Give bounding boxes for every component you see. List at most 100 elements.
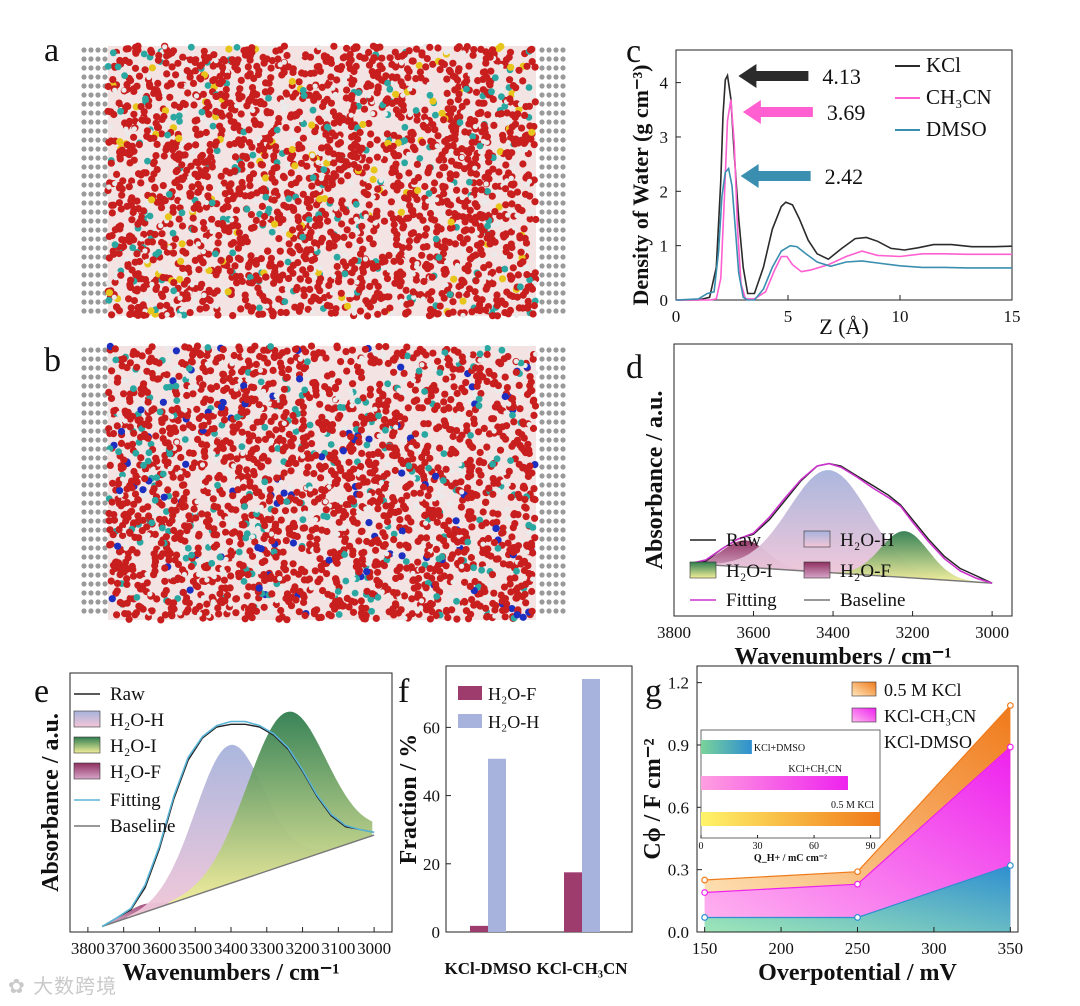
molecule-atom [517, 101, 524, 107]
molecule-atom [360, 419, 368, 427]
molecule-atom [161, 577, 169, 585]
molecule-atom [454, 96, 462, 104]
electrode-atom [553, 218, 559, 224]
electrode-atom [553, 347, 559, 353]
molecule-atom [309, 174, 317, 182]
molecule-atom [242, 153, 250, 161]
molecule-atom [390, 530, 398, 538]
molecule-atom [216, 122, 224, 130]
molecule-atom [398, 496, 406, 504]
molecule-atom [469, 51, 477, 59]
molecule-atom [442, 542, 450, 550]
electrode-atom [546, 290, 552, 296]
molecule-atom [150, 86, 159, 94]
electrode-atom [553, 110, 559, 116]
molecule-atom [263, 394, 269, 401]
molecule-atom [238, 178, 246, 187]
molecule-atom [474, 230, 480, 236]
electrode-atom [95, 227, 101, 233]
molecule-atom [227, 572, 235, 580]
molecule-atom [185, 373, 191, 379]
molecule-atom [408, 610, 416, 618]
molecule-atom [177, 610, 183, 616]
electrode-atom [102, 545, 108, 551]
molecule-atom [494, 545, 502, 552]
molecule-atom [459, 154, 465, 160]
molecule-atom [295, 108, 303, 116]
molecule-atom [281, 59, 287, 65]
molecule-atom [217, 183, 223, 189]
electrode-atom [539, 401, 545, 407]
molecule-atom [238, 443, 246, 450]
molecule-atom [197, 385, 205, 393]
molecule-atom [404, 56, 410, 62]
molecule-atom [183, 291, 191, 299]
electrode-atom [553, 572, 559, 578]
molecule-atom [506, 48, 515, 56]
molecule-atom [198, 510, 206, 518]
molecule-atom [424, 492, 432, 500]
molecule-atom [292, 596, 300, 604]
molecule-atom [158, 230, 166, 238]
molecule-atom [241, 233, 249, 241]
molecule-atom [160, 493, 168, 501]
molecule-atom [169, 204, 177, 212]
molecule-atom [264, 457, 272, 465]
molecule-atom [162, 44, 168, 50]
molecule-atom [323, 159, 331, 167]
molecule-atom [496, 148, 504, 156]
molecule-atom [183, 143, 191, 151]
molecule-atom [327, 309, 335, 317]
molecule-atom [416, 68, 424, 76]
molecule-atom [415, 61, 423, 70]
molecule-atom [350, 67, 358, 76]
electrode-atom [88, 101, 94, 107]
molecule-atom [448, 148, 455, 154]
electrode-atom [81, 200, 87, 206]
molecule-atom [436, 66, 444, 74]
electrode-atom [560, 572, 566, 578]
electrode-atom [95, 83, 101, 89]
molecule-atom [139, 285, 148, 293]
molecule-atom [354, 279, 360, 285]
molecule-atom [144, 238, 152, 246]
molecule-atom [220, 416, 229, 424]
electrode-atom [102, 356, 108, 362]
molecule-atom [504, 539, 512, 547]
electrode-atom [539, 74, 545, 80]
molecule-atom [311, 222, 319, 230]
molecule-atom [268, 307, 276, 315]
molecule-atom [186, 73, 194, 81]
molecule-atom [235, 464, 243, 472]
molecule-atom [148, 196, 156, 204]
molecule-atom [349, 398, 355, 404]
molecule-atom [257, 160, 265, 169]
molecule-atom [400, 92, 406, 98]
molecule-atom [493, 291, 501, 299]
molecule-atom [521, 111, 529, 119]
molecule-atom [433, 402, 441, 410]
molecule-atom [260, 100, 268, 108]
molecule-atom [309, 191, 317, 199]
molecule-atom [200, 595, 207, 601]
molecule-atom [352, 420, 360, 428]
molecule-atom [212, 92, 220, 100]
molecule-atom [516, 260, 525, 268]
electrode-atom [553, 128, 559, 134]
molecule-atom [380, 352, 387, 358]
molecule-atom [339, 114, 347, 123]
molecule-atom [108, 367, 116, 375]
electrode-atom [88, 290, 94, 296]
molecule-atom [489, 280, 497, 288]
molecule-atom [362, 176, 368, 182]
molecule-atom [468, 573, 474, 580]
electrode-atom [102, 536, 108, 542]
molecule-atom [347, 123, 356, 131]
molecule-atom [405, 600, 411, 606]
molecule-atom [495, 116, 501, 123]
molecule-atom [223, 72, 231, 80]
electrode-atom [539, 272, 545, 278]
molecule-atom [109, 531, 117, 539]
molecule-atom [229, 444, 237, 453]
electrode-atom [539, 437, 545, 443]
